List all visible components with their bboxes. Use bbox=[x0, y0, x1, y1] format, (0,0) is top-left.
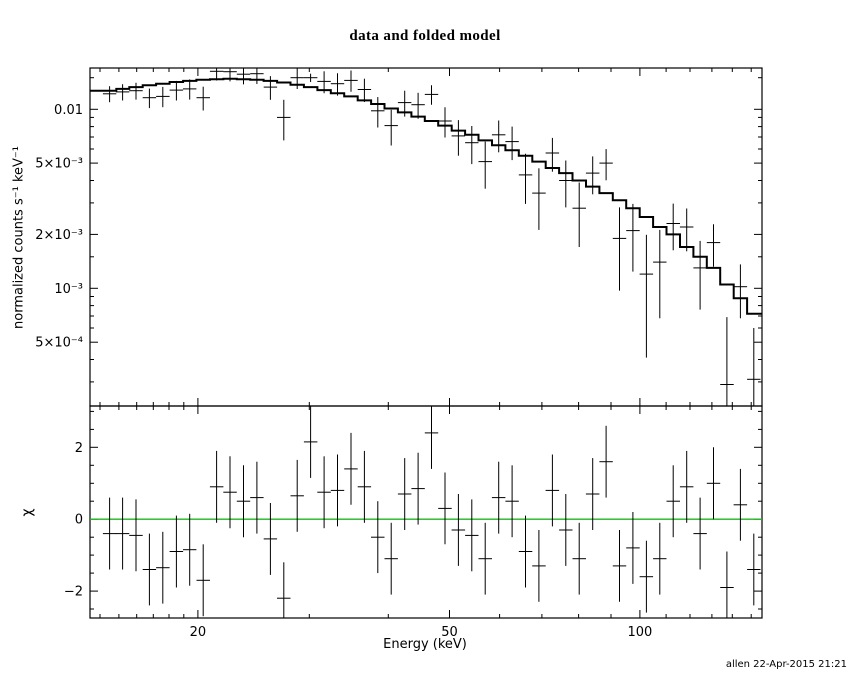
residual-panel-frame bbox=[89, 405, 763, 619]
x-axis-label: Energy (keV) bbox=[383, 637, 467, 652]
chi-tick-label: 2 bbox=[75, 441, 83, 456]
y-tick-label: 2×10⁻³ bbox=[35, 228, 83, 243]
x-tick-label: 50 bbox=[441, 625, 458, 640]
x-tick-label: 100 bbox=[627, 625, 652, 640]
plot-credit-timestamp: allen 22-Apr-2015 21:21 bbox=[725, 659, 847, 670]
x-tick-label: 20 bbox=[190, 625, 207, 640]
chi-tick-label: −2 bbox=[64, 585, 83, 600]
y-tick-label: 0.01 bbox=[54, 103, 83, 118]
chi-tick-label: 0 bbox=[75, 513, 83, 528]
y-tick-label: 5×10⁻⁴ bbox=[35, 336, 83, 351]
y-tick-label: 5×10⁻³ bbox=[35, 157, 83, 172]
chart-title: data and folded model bbox=[349, 28, 501, 44]
y-tick-label: 10⁻³ bbox=[54, 282, 83, 297]
model-line bbox=[90, 77, 762, 315]
spectrum-panel-frame bbox=[89, 67, 763, 407]
